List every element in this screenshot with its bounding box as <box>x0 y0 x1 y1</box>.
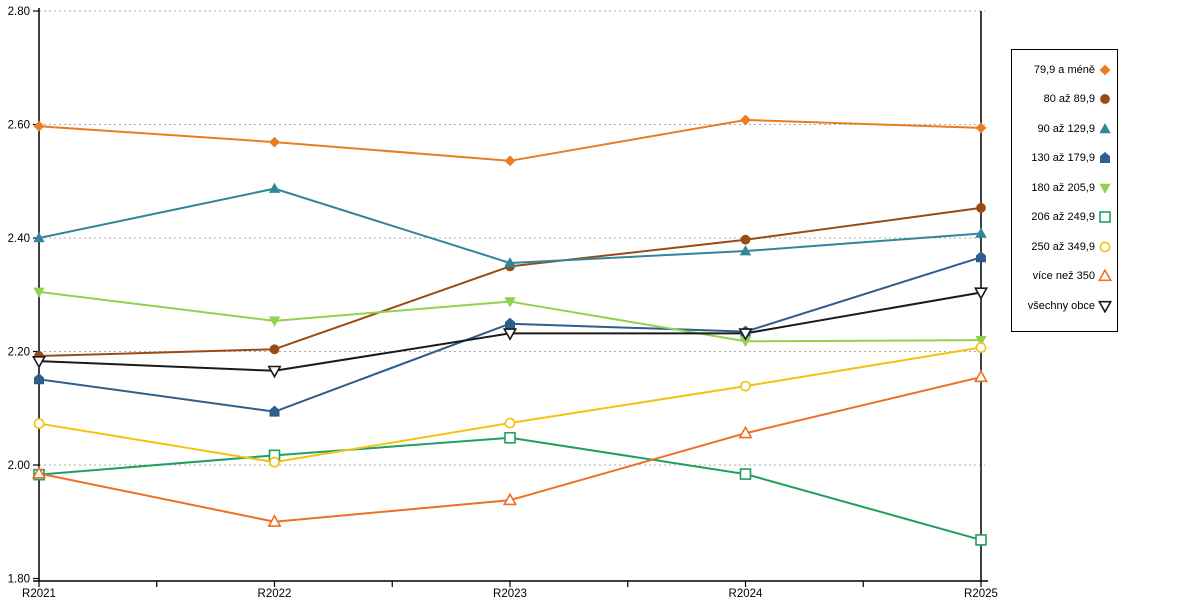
circle-filled-legend-icon <box>1100 94 1110 105</box>
legend-item-label: 250 až 349,9 <box>1031 240 1095 253</box>
data-point-marker <box>33 232 45 243</box>
legend-item: 206 až 249,9 <box>1014 203 1112 233</box>
data-point-marker <box>504 155 516 167</box>
data-point-marker <box>269 456 280 468</box>
data-point-marker <box>504 297 516 308</box>
data-point-marker <box>973 287 989 301</box>
legend-item-label: 206 až 249,9 <box>1031 211 1095 224</box>
y-tick-label: 2.60 <box>8 120 30 132</box>
data-point-marker <box>268 182 281 193</box>
legend-item: 79,9 a méně <box>1014 55 1112 85</box>
data-point-marker <box>269 344 280 355</box>
data-point-marker <box>502 328 518 341</box>
data-point-marker <box>31 465 47 479</box>
data-point-marker <box>268 316 281 327</box>
data-point-marker <box>739 468 752 480</box>
square-open-legend-icon <box>1099 211 1111 224</box>
legend-item-label: všechny obce <box>1027 299 1095 312</box>
data-point-marker <box>33 120 45 132</box>
data-point-marker <box>31 356 47 369</box>
data-point-marker <box>975 122 987 134</box>
diamond-filled-legend-icon <box>1099 64 1111 76</box>
legend-item-label: 79,9 a méně <box>1033 63 1095 76</box>
pentagon-filled-legend-icon <box>1100 152 1110 164</box>
data-point-marker <box>975 335 987 347</box>
y-tick-label: 2.80 <box>8 6 30 18</box>
data-point-marker <box>504 431 516 444</box>
data-point-marker <box>975 342 987 353</box>
triangle-down-open-legend-icon <box>1098 300 1112 313</box>
data-point-marker <box>33 287 45 298</box>
x-tick-label: R2022 <box>258 588 292 600</box>
data-point-marker <box>739 245 752 256</box>
series-line-0 <box>38 118 982 162</box>
data-point-marker <box>504 417 516 429</box>
legend-item: 180 až 205,9 <box>1014 173 1112 203</box>
triangle-up-open-legend-icon <box>1098 269 1112 282</box>
data-point-marker <box>740 234 751 245</box>
data-point-marker <box>269 136 280 148</box>
series-line-6 <box>38 346 982 464</box>
x-tick-label: R2023 <box>493 588 527 600</box>
y-tick-label: 2.00 <box>8 460 30 472</box>
data-point-marker <box>267 514 282 527</box>
legend-item: 130 až 179,9 <box>1014 144 1112 174</box>
y-tick-label: 1.80 <box>8 574 30 586</box>
data-point-marker <box>33 418 45 429</box>
legend-item-label: 180 až 205,9 <box>1031 181 1095 194</box>
legend-item-label: 90 až 129,9 <box>1037 122 1096 135</box>
data-point-marker <box>738 328 753 341</box>
data-point-marker <box>504 257 516 268</box>
data-point-marker <box>740 114 751 126</box>
chart-legend: 79,9 a méně 80 až 89,9 90 až 129,9 130 až 1… <box>1011 49 1118 332</box>
data-point-marker <box>973 369 989 383</box>
circle-open-legend-icon <box>1099 241 1111 253</box>
data-point-marker <box>975 534 987 546</box>
x-tick-label: R2024 <box>729 588 763 600</box>
x-tick-label: R2021 <box>22 588 56 600</box>
y-tick-label: 2.20 <box>8 347 30 359</box>
series-line-2 <box>38 187 982 264</box>
legend-item: všechny obce <box>1014 291 1112 321</box>
y-tick-label: 2.40 <box>8 233 30 245</box>
legend-item: 90 až 129,9 <box>1014 114 1112 144</box>
data-point-marker <box>976 203 986 213</box>
legend-item: 250 až 349,9 <box>1014 232 1112 262</box>
data-point-marker <box>502 492 518 506</box>
data-point-marker <box>267 365 282 379</box>
data-point-marker <box>34 373 44 385</box>
data-point-marker <box>505 317 515 329</box>
legend-item-label: 130 až 179,9 <box>1031 152 1095 165</box>
x-tick-label: R2025 <box>964 588 998 600</box>
data-point-marker <box>740 380 751 392</box>
data-point-marker <box>976 251 986 263</box>
legend-item: více než 350 <box>1014 262 1112 292</box>
data-point-marker <box>739 336 752 348</box>
legend-item-label: více než 350 <box>1032 270 1095 283</box>
data-point-marker <box>269 405 280 417</box>
triangle-up-filled-legend-icon <box>1099 122 1111 134</box>
data-point-marker <box>975 227 987 238</box>
legend-item: 80 až 89,9 <box>1014 85 1112 115</box>
data-point-marker <box>738 425 753 439</box>
series-line-5 <box>38 436 982 541</box>
legend-item-label: 80 až 89,9 <box>1043 93 1095 106</box>
triangle-down-filled-legend-icon <box>1099 183 1111 194</box>
